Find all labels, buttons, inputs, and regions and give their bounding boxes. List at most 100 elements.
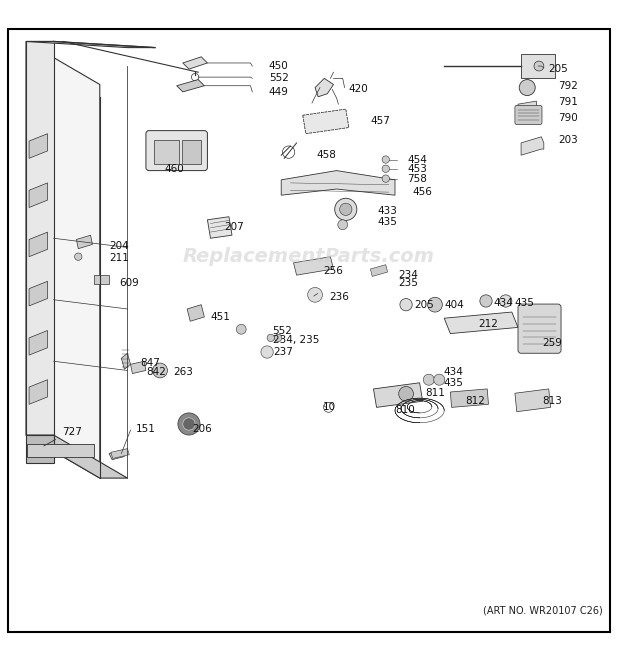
Circle shape [335,198,357,220]
Text: 204: 204 [109,241,129,251]
Text: ReplacementParts.com: ReplacementParts.com [183,247,435,266]
Text: 212: 212 [478,319,498,329]
Circle shape [428,297,442,312]
Bar [521,54,555,79]
Circle shape [423,374,435,385]
Text: 435: 435 [515,298,535,308]
Polygon shape [26,435,128,478]
Circle shape [338,220,348,229]
Text: 236: 236 [329,292,349,301]
Text: 237: 237 [273,347,293,357]
Text: 435: 435 [378,217,397,227]
Polygon shape [518,101,536,109]
Circle shape [480,295,492,307]
Text: 609: 609 [120,278,140,288]
Circle shape [183,418,195,430]
Polygon shape [26,42,100,478]
Text: 847: 847 [140,358,159,368]
Polygon shape [122,353,131,369]
Text: 435: 435 [443,378,463,388]
Polygon shape [521,137,544,155]
Bar [154,140,179,165]
Text: 206: 206 [192,424,212,434]
Circle shape [519,79,535,96]
Text: 457: 457 [370,116,390,126]
Text: 451: 451 [211,312,231,322]
Text: 449: 449 [269,87,289,97]
Text: 842: 842 [146,368,166,377]
Circle shape [283,146,294,158]
Circle shape [236,325,246,334]
Circle shape [340,203,352,215]
FancyBboxPatch shape [515,105,542,124]
Bar [182,140,202,165]
Polygon shape [450,389,489,407]
Circle shape [178,413,200,435]
Polygon shape [26,42,155,48]
Text: 211: 211 [109,253,129,263]
Polygon shape [29,183,48,208]
Text: 811: 811 [426,388,446,398]
Text: 263: 263 [174,368,193,377]
Circle shape [400,299,412,311]
Circle shape [500,295,512,307]
Circle shape [324,403,334,412]
Text: 235: 235 [398,278,418,288]
Polygon shape [293,256,334,275]
Polygon shape [29,134,48,158]
Polygon shape [373,383,423,407]
Text: 433: 433 [378,206,397,215]
Text: 207: 207 [224,222,244,232]
Text: 812: 812 [466,396,485,407]
Circle shape [192,73,199,81]
Text: 792: 792 [558,81,578,91]
Polygon shape [515,389,551,412]
Text: 727: 727 [61,427,82,437]
Text: 234, 235: 234, 235 [273,335,319,345]
Text: 203: 203 [558,135,578,145]
Circle shape [382,156,389,163]
Polygon shape [281,171,395,195]
Text: 151: 151 [135,424,156,434]
Text: 758: 758 [407,175,427,184]
Polygon shape [187,305,205,321]
Circle shape [74,253,82,260]
Text: 205: 205 [415,299,435,309]
Polygon shape [177,79,205,92]
Text: 810: 810 [395,405,415,416]
Circle shape [434,374,445,385]
Text: 790: 790 [558,113,578,124]
Text: 813: 813 [542,396,562,407]
Circle shape [261,346,273,358]
Text: (ART NO. WR20107 C26): (ART NO. WR20107 C26) [483,605,603,615]
Text: 456: 456 [412,187,432,197]
Text: 434: 434 [494,298,513,308]
Polygon shape [131,362,146,373]
Polygon shape [26,42,54,435]
Text: 10: 10 [322,403,335,412]
Text: 454: 454 [407,155,427,165]
Text: 205: 205 [549,63,569,73]
Text: 791: 791 [558,97,578,106]
Text: 460: 460 [164,165,184,175]
FancyBboxPatch shape [146,131,208,171]
Polygon shape [208,217,232,238]
Text: 450: 450 [269,61,289,71]
Text: 404: 404 [444,299,464,309]
Circle shape [267,334,275,342]
Circle shape [534,61,544,71]
Text: 453: 453 [407,165,427,175]
Polygon shape [111,449,130,459]
Circle shape [382,175,389,182]
Polygon shape [315,79,334,97]
Polygon shape [183,57,208,69]
Text: 256: 256 [323,266,343,276]
Polygon shape [27,444,94,457]
Polygon shape [444,312,518,334]
Text: 420: 420 [349,84,369,94]
Polygon shape [76,235,92,249]
Circle shape [399,387,414,401]
Circle shape [153,363,167,378]
Polygon shape [29,232,48,256]
Polygon shape [26,435,54,463]
